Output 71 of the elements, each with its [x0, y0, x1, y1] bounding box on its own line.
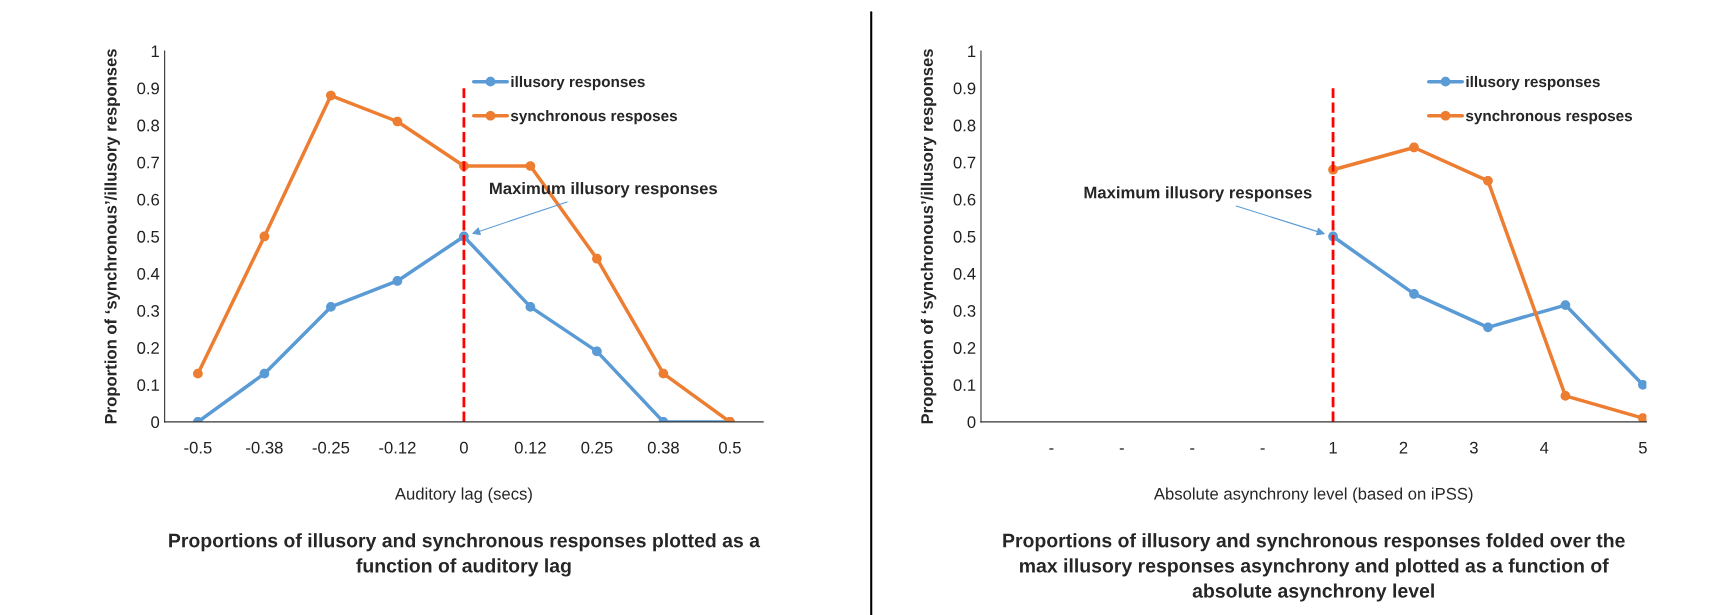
x-tick-label: 3 — [1469, 441, 1478, 454]
point — [525, 161, 536, 171]
y-tick-label: 0.4 — [137, 267, 160, 280]
point — [259, 231, 270, 242]
x-tick-label: - — [1260, 448, 1265, 450]
x-tick-label: 1 — [1329, 441, 1337, 454]
x-tick-label: 0 — [459, 441, 468, 454]
y-tick-label: 0.1 — [953, 379, 976, 392]
y-tick-label: 0.9 — [137, 82, 159, 95]
y-tick-label: 1 — [968, 45, 976, 58]
x-tick-label: - — [1049, 448, 1054, 450]
legend-label: synchronous resposes — [510, 110, 677, 125]
x-axis-title: Auditory lag (secs) — [394, 487, 532, 503]
x-tick-label: 0.5 — [718, 441, 741, 454]
y-tick-label: 0.8 — [953, 119, 976, 132]
x-axis-title: Absolute asynchrony level (based on iPSS) — [1153, 487, 1473, 503]
y-tick-label: 0.5 — [953, 230, 976, 243]
y-tick-label: 0.1 — [137, 379, 159, 392]
y-tick-label: 0.5 — [137, 230, 160, 243]
point — [1560, 391, 1571, 401]
y-tick-label: 0.3 — [953, 305, 976, 317]
x-tick-label: 0.38 — [647, 441, 679, 454]
x-tick-label: -0.5 — [184, 441, 212, 454]
point — [1483, 175, 1493, 186]
y-axis-title: Proportion of ‘synchronous’/illusory responses — [920, 49, 937, 424]
x-tick-label: -0.25 — [312, 441, 350, 454]
y-tick-label: 0.6 — [137, 193, 160, 206]
y-tick-label: 1 — [151, 45, 159, 58]
y-tick-label: 0.3 — [137, 305, 160, 317]
x-tick-label: 4 — [1540, 441, 1549, 454]
x-tick-label: 5 — [1638, 441, 1647, 454]
y-tick-label: 0.2 — [953, 342, 976, 354]
point — [525, 302, 536, 312]
x-tick-label: - — [1190, 448, 1195, 450]
point — [1409, 289, 1419, 299]
point — [1638, 379, 1647, 390]
point — [1483, 322, 1493, 333]
x-tick-label: -0.38 — [246, 441, 283, 454]
x-tick-label: -0.12 — [379, 441, 416, 454]
y-tick-label: 0 — [967, 416, 976, 429]
x-tick-label: 2 — [1399, 441, 1408, 454]
point — [392, 276, 403, 286]
legend-label: illusory responses — [1466, 75, 1600, 91]
point — [326, 302, 336, 312]
point — [193, 368, 203, 379]
text: Proportions of illusory and synchronous responses plotted as a function of auditory lag — [169, 533, 761, 577]
y-tick-label: 0.4 — [953, 267, 976, 280]
point — [592, 253, 602, 264]
x-tick-label: 0.12 — [514, 441, 546, 454]
y-tick-label: 0 — [151, 416, 160, 429]
y-tick-label: 0.7 — [953, 156, 976, 169]
point — [259, 368, 270, 379]
point — [1560, 300, 1571, 310]
point — [392, 116, 403, 127]
y-tick-label: 0.2 — [137, 342, 159, 354]
y-tick-label: 0.8 — [137, 119, 160, 132]
point — [326, 90, 336, 101]
point — [658, 368, 669, 379]
legend-label: illusory responses — [511, 75, 645, 91]
annotation: Maximum illusory responses — [1084, 186, 1312, 202]
x-tick-label: 0.25 — [581, 441, 613, 454]
y-tick-label: 0.6 — [953, 193, 976, 206]
point — [1409, 142, 1419, 153]
text: Proportions of illusory and synchronous responses folded over the max illusory responses asynchrony and plotted as a function of absolute asynchrony level — [1003, 533, 1625, 602]
point — [1638, 413, 1647, 422]
x-tick-label: - — [1119, 448, 1124, 450]
y-tick-label: 0.7 — [137, 156, 159, 169]
legend-label: synchronous resposes — [1465, 110, 1633, 125]
y-tick-label: 0.9 — [953, 82, 976, 95]
point — [592, 346, 602, 357]
y-axis-title: Proportion of ‘synchronous’/illusory responses — [104, 49, 120, 424]
